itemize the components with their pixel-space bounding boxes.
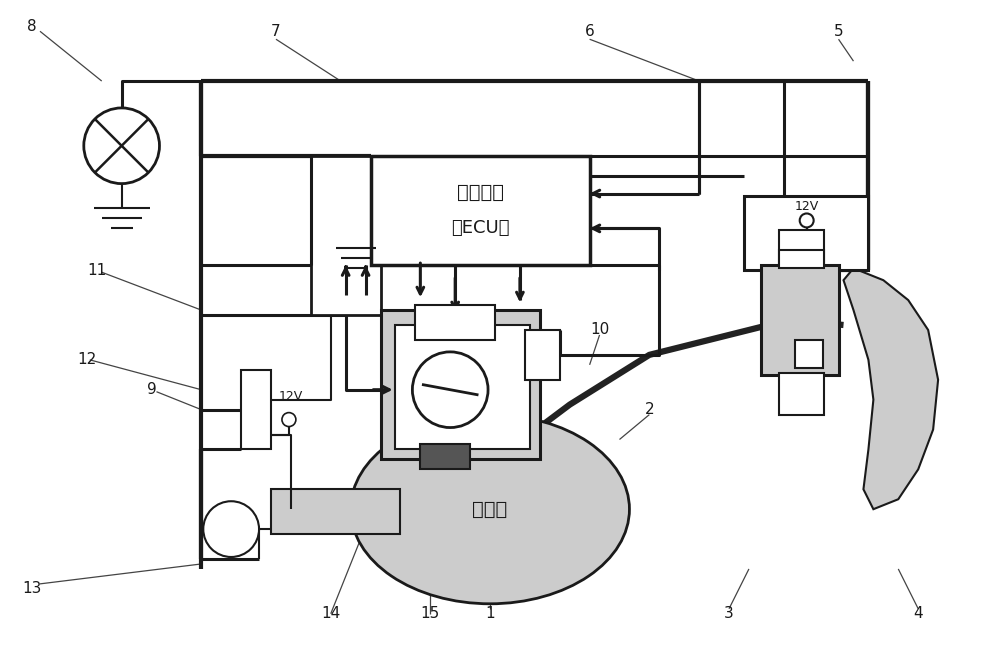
Circle shape: [412, 352, 488, 428]
Bar: [371, 156, 590, 266]
Text: 4: 4: [913, 606, 923, 621]
Text: 12V: 12V: [279, 390, 303, 402]
Bar: [779, 250, 824, 268]
Bar: [525, 330, 560, 380]
Text: （ECU）: （ECU）: [451, 220, 509, 238]
Bar: [744, 196, 868, 270]
Text: 2: 2: [645, 402, 654, 417]
Bar: [271, 489, 400, 534]
Text: 13: 13: [22, 581, 42, 596]
Circle shape: [203, 501, 259, 557]
Text: 5: 5: [834, 24, 843, 39]
Polygon shape: [844, 268, 938, 509]
Circle shape: [282, 413, 296, 426]
Bar: [420, 444, 470, 470]
Bar: [241, 370, 271, 450]
Text: 12: 12: [77, 352, 96, 368]
Bar: [381, 310, 540, 459]
Text: 1: 1: [485, 606, 495, 621]
Bar: [311, 156, 381, 315]
Text: 9: 9: [147, 382, 156, 397]
Text: 6: 6: [585, 24, 594, 39]
Bar: [761, 266, 839, 375]
Bar: [795, 340, 823, 368]
Text: 8: 8: [27, 19, 37, 34]
Ellipse shape: [351, 415, 629, 604]
Bar: [779, 373, 824, 415]
Text: 12V: 12V: [795, 200, 819, 213]
Text: 15: 15: [421, 606, 440, 621]
Text: 发动机: 发动机: [472, 500, 508, 519]
Text: 11: 11: [87, 263, 106, 278]
Text: 10: 10: [590, 322, 609, 337]
Text: 3: 3: [724, 606, 734, 621]
Circle shape: [800, 213, 814, 227]
Text: 14: 14: [321, 606, 340, 621]
Circle shape: [84, 108, 159, 183]
Bar: [415, 305, 495, 340]
Bar: [395, 325, 530, 450]
Bar: [779, 231, 824, 266]
Text: 电控单元: 电控单元: [457, 183, 504, 202]
Text: 7: 7: [271, 24, 281, 39]
